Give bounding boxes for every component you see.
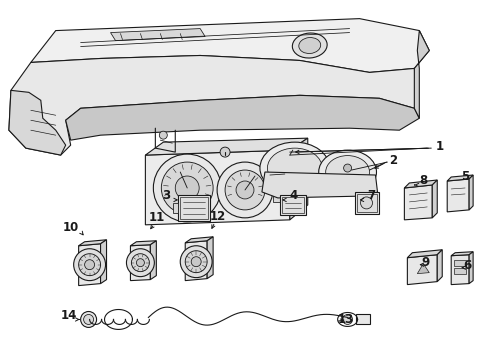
Polygon shape xyxy=(450,255,468,285)
Bar xyxy=(355,315,369,324)
Circle shape xyxy=(159,131,167,139)
Polygon shape xyxy=(407,255,436,285)
Circle shape xyxy=(342,315,352,324)
Polygon shape xyxy=(447,179,468,212)
Circle shape xyxy=(74,249,105,280)
Circle shape xyxy=(220,147,229,157)
Circle shape xyxy=(180,246,212,278)
Bar xyxy=(173,203,178,213)
Polygon shape xyxy=(130,241,156,246)
Text: 4: 4 xyxy=(289,189,298,202)
Polygon shape xyxy=(145,138,307,155)
Circle shape xyxy=(153,154,221,222)
Bar xyxy=(453,260,465,266)
Polygon shape xyxy=(9,90,65,155)
Circle shape xyxy=(136,259,144,267)
Circle shape xyxy=(224,170,264,210)
Polygon shape xyxy=(9,55,419,155)
Circle shape xyxy=(84,260,94,270)
Text: 7: 7 xyxy=(367,189,375,202)
Circle shape xyxy=(191,257,201,267)
Polygon shape xyxy=(289,138,307,220)
Polygon shape xyxy=(145,150,289,225)
Polygon shape xyxy=(101,240,106,284)
Bar xyxy=(178,195,210,221)
Text: 6: 6 xyxy=(462,259,470,272)
Circle shape xyxy=(175,176,199,200)
Circle shape xyxy=(161,162,213,214)
Polygon shape xyxy=(79,240,106,246)
Polygon shape xyxy=(65,95,419,140)
Bar xyxy=(356,194,377,212)
Polygon shape xyxy=(262,172,377,198)
Circle shape xyxy=(236,181,253,199)
Polygon shape xyxy=(31,19,428,72)
Bar xyxy=(279,195,305,215)
Polygon shape xyxy=(185,237,213,243)
Bar xyxy=(272,182,285,202)
Bar xyxy=(180,197,208,219)
Polygon shape xyxy=(416,264,428,274)
Text: 5: 5 xyxy=(460,170,468,183)
Ellipse shape xyxy=(267,148,322,188)
Text: 10: 10 xyxy=(62,221,79,234)
Circle shape xyxy=(343,164,351,172)
Polygon shape xyxy=(404,180,436,188)
Bar xyxy=(281,197,303,213)
Polygon shape xyxy=(130,245,150,280)
Circle shape xyxy=(126,249,154,276)
Bar xyxy=(272,178,285,181)
Polygon shape xyxy=(150,241,156,280)
Ellipse shape xyxy=(318,150,376,194)
Circle shape xyxy=(131,254,149,272)
Text: 2: 2 xyxy=(388,154,397,167)
Text: 14: 14 xyxy=(61,309,77,322)
Polygon shape xyxy=(450,252,472,256)
Text: 13: 13 xyxy=(337,313,353,326)
Polygon shape xyxy=(468,175,472,210)
Polygon shape xyxy=(79,244,101,285)
Text: 11: 11 xyxy=(148,211,164,224)
Bar xyxy=(354,192,379,214)
Polygon shape xyxy=(185,241,207,280)
Text: 3: 3 xyxy=(162,189,170,202)
Text: 8: 8 xyxy=(419,175,427,188)
Polygon shape xyxy=(436,250,441,282)
Polygon shape xyxy=(447,175,472,181)
Polygon shape xyxy=(207,237,213,279)
Text: 1: 1 xyxy=(434,140,443,153)
Circle shape xyxy=(360,197,372,209)
Polygon shape xyxy=(431,180,436,218)
Polygon shape xyxy=(110,28,205,41)
Ellipse shape xyxy=(292,33,326,58)
Polygon shape xyxy=(407,250,441,258)
Text: 9: 9 xyxy=(421,256,428,269)
Text: 12: 12 xyxy=(210,210,226,223)
Polygon shape xyxy=(413,31,428,118)
Ellipse shape xyxy=(325,156,369,189)
Ellipse shape xyxy=(298,37,320,54)
Polygon shape xyxy=(404,185,431,220)
Polygon shape xyxy=(468,252,472,284)
Ellipse shape xyxy=(260,142,329,194)
Bar xyxy=(453,268,465,274)
Circle shape xyxy=(81,311,96,328)
Circle shape xyxy=(217,162,272,218)
Circle shape xyxy=(185,251,207,273)
Circle shape xyxy=(83,315,93,324)
Circle shape xyxy=(79,254,101,276)
